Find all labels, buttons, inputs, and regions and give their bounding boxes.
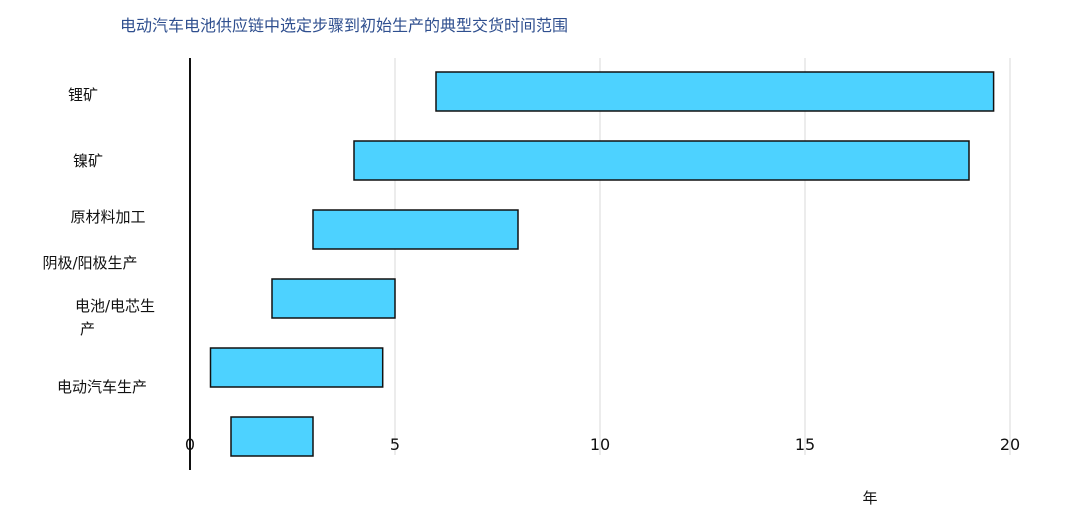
range-bar-3 [312,209,519,250]
x-tick-label-20: 20 [1000,435,1020,454]
category-label-4: 阴极/阳极生产 [42,254,137,272]
x-axis-label: 年 [862,489,877,507]
category-label-3: 原材料加工 [70,208,145,226]
range-bar-6 [230,416,314,457]
x-tick-label-10: 10 [590,435,610,454]
x-tick-label-5: 5 [390,435,400,454]
x-tick-label-15: 15 [795,435,815,454]
grid-lines [394,58,1011,455]
range-bar-2 [353,140,970,181]
range-bar-1 [435,71,995,112]
range-bar-4 [271,278,396,319]
category-label-5: 电池/电芯生产 [75,297,155,338]
range-bars [209,71,995,457]
category-label-6: 电动汽车生产 [57,378,147,396]
category-label-1: 锂矿 [68,86,98,104]
chart-title: 电动汽车电池供应链中选定步骤到初始生产的典型交货时间范围 [120,16,569,35]
category-label-2: 镍矿 [73,152,103,170]
range-bar-5 [209,347,384,388]
